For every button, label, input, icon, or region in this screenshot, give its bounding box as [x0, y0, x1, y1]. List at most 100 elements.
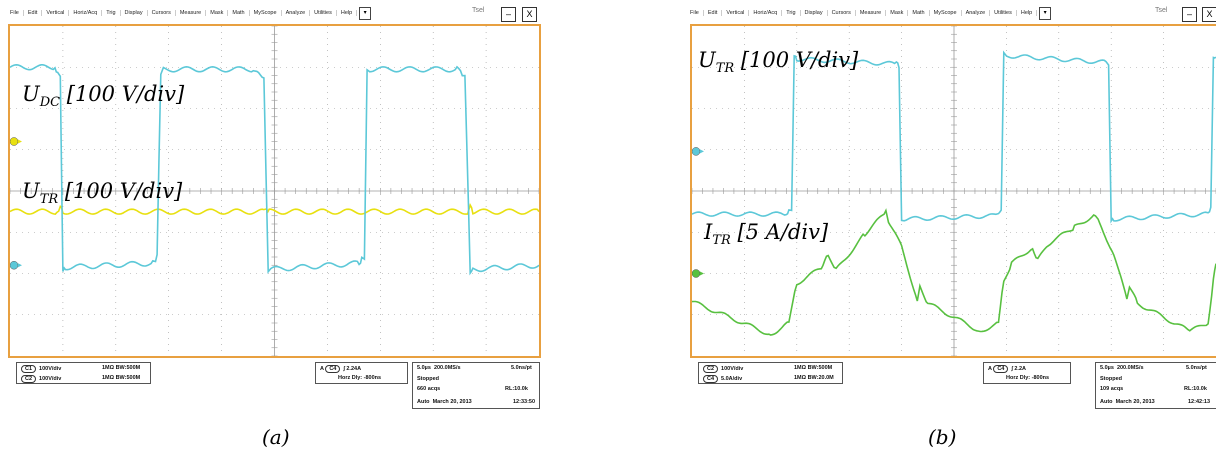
a-menu-vertical[interactable]: Vertical	[42, 10, 70, 16]
b-channel-marker-arrow-1	[700, 271, 704, 276]
b-menu-mask[interactable]: Mask	[886, 10, 909, 16]
ch1-scale-a: 100V/div	[39, 366, 62, 372]
ch2-impedance-a: 1MΩ BW:500M	[102, 375, 141, 381]
b-trace-0	[692, 50, 1216, 224]
ch1-impedance-a: 1MΩ BW:500M	[102, 365, 141, 371]
b-menu-utilities[interactable]: Utilities	[990, 10, 1017, 16]
record-length-a: RL:10.0k	[505, 386, 528, 392]
scope-screen-b: UTR [100 V/div] ITR [5 A/div]	[690, 24, 1216, 358]
time-a: 12:33:50	[513, 399, 536, 405]
a-channel-marker-arrow-1	[18, 263, 22, 268]
a-menu-file[interactable]: File	[6, 10, 24, 16]
b-menu-analyze[interactable]: Analyze	[962, 10, 991, 16]
a-trace-1	[10, 63, 539, 276]
trig-ch-a: C4	[325, 365, 341, 373]
a-menu-edit[interactable]: Edit	[24, 10, 43, 16]
b-menu-measure[interactable]: Measure	[856, 10, 887, 16]
horz-delay-b: Horz Dly: -800ns	[1006, 375, 1050, 381]
b-channel-marker-1	[692, 269, 701, 278]
trig-level-b: ∫ 2.2A	[1011, 366, 1026, 372]
samplerate-a: 200.0MS/s	[433, 365, 461, 371]
record-length-b: RL:10.0k	[1184, 386, 1207, 392]
close-button-b[interactable]: X	[1202, 7, 1216, 22]
a-menu-measure[interactable]: Measure	[176, 10, 207, 16]
trig-mode-a: A	[320, 366, 324, 372]
date-a: March 20, 2013	[432, 399, 472, 405]
ch2-tag-b: C4	[703, 375, 719, 383]
trig-ch-b: C4	[993, 365, 1009, 373]
udc-label: UDC [100 V/div]	[22, 82, 185, 111]
a-menu-math[interactable]: Math	[228, 10, 250, 16]
ch2-tag-a: C2	[21, 375, 37, 383]
minimize-button-a[interactable]: –	[501, 7, 516, 22]
b-menu-help[interactable]: Help	[1017, 10, 1038, 16]
a-menu-myscope[interactable]: MyScope	[250, 10, 282, 16]
acq-state-b: Stopped	[1100, 376, 1122, 382]
close-button-a[interactable]: X	[522, 7, 537, 22]
a-channel-marker-arrow-0	[18, 139, 22, 144]
horz-delay-a: Horz Dly: -800ns	[338, 375, 382, 381]
trigger-info-box-a[interactable]: A C4 ∫ 2.24A Horz Dly: -800ns	[315, 362, 408, 384]
a-menu-trig[interactable]: Trig	[102, 10, 121, 16]
a-menu-help[interactable]: Help	[337, 10, 358, 16]
time-b: 12:42:13	[1188, 399, 1211, 405]
itr-label: ITR [5 A/div]	[704, 220, 829, 249]
b-menu-file[interactable]: File	[686, 10, 704, 16]
acquisition-info-box-b[interactable]: 5.0µs 200.0MS/s 5.0ns/pt Stopped 109 acq…	[1095, 362, 1216, 409]
scope-panel-b: File Edit Vertical Horiz/Acq Trig Display Curs…	[680, 0, 1216, 453]
a-menu-mask[interactable]: Mask	[206, 10, 229, 16]
a-menu-cursors[interactable]: Cursors	[148, 10, 176, 16]
b-menu-horizacq[interactable]: Horiz/Acq	[749, 10, 783, 16]
scope-screen-a: UDC [100 V/div] UTR [100 V/div]	[8, 24, 541, 358]
ch1-tag-b: C2	[703, 365, 719, 373]
date-b: March 20, 2013	[1115, 399, 1155, 405]
b-menu-display[interactable]: Display	[801, 10, 828, 16]
b-menu-cursors[interactable]: Cursors	[828, 10, 856, 16]
waveform-plot-a	[10, 26, 539, 356]
trig-level-a: ∫ 2.24A	[343, 366, 362, 372]
a-menu-analyze[interactable]: Analyze	[282, 10, 311, 16]
a-menu-dropdown-icon[interactable]: ▾	[359, 6, 372, 20]
acquisition-info-box-a[interactable]: 5.0µs 200.0MS/s 5.0ns/pt Stopped 660 acq…	[412, 362, 540, 409]
menu-bar-a: File Edit Vertical Horiz/Acq Trig Display Curs…	[6, 5, 372, 21]
ch1-impedance-b: 1MΩ BW:500M	[794, 365, 833, 371]
scope-panel-a: File Edit Vertical Horiz/Acq Trig Display Curs…	[0, 0, 545, 453]
caption-b: (b)	[928, 425, 957, 449]
channel-info-box-b[interactable]: C2 100V/div C4 5.0A/div 1MΩ BW:500M 1MΩ BW…	[698, 362, 843, 384]
a-channel-marker-0	[10, 137, 19, 146]
acq-state-a: Stopped	[417, 376, 439, 382]
utr-label-b: UTR [100 V/div]	[698, 48, 859, 77]
trig-auto-b: Auto	[1100, 399, 1113, 405]
waveform-plot-b	[692, 26, 1216, 356]
b-menu-trig[interactable]: Trig	[782, 10, 801, 16]
trigger-info-box-b[interactable]: A C4 ∫ 2.2A Horz Dly: -800ns	[983, 362, 1071, 384]
ch1-tag-a: C1	[21, 365, 37, 373]
b-trace-1	[692, 208, 1216, 336]
timebase-a: 5.0µs	[417, 365, 431, 371]
timebase-b: 5.0µs	[1100, 365, 1114, 371]
b-menu-vertical[interactable]: Vertical	[722, 10, 750, 16]
minimize-button-b[interactable]: –	[1182, 7, 1197, 22]
channel-info-box-a[interactable]: C1 100V/div C2 100V/div 1MΩ BW:500M 1MΩ BW…	[16, 362, 151, 384]
b-channel-marker-arrow-0	[700, 149, 704, 154]
ch2-scale-a: 100V/div	[39, 376, 62, 382]
b-menu-math[interactable]: Math	[908, 10, 930, 16]
a-trace-0	[10, 202, 539, 215]
tsel-label-a: Tsel	[472, 7, 485, 14]
ch2-scale-b: 5.0A/div	[721, 376, 743, 382]
trig-auto-a: Auto	[417, 399, 430, 405]
b-menu-edit[interactable]: Edit	[704, 10, 723, 16]
b-menu-dropdown-icon[interactable]: ▾	[1039, 6, 1052, 20]
b-menu-myscope[interactable]: MyScope	[930, 10, 962, 16]
a-menu-utilities[interactable]: Utilities	[310, 10, 337, 16]
tsel-label-b: Tsel	[1155, 7, 1168, 14]
a-menu-display[interactable]: Display	[121, 10, 148, 16]
a-channel-marker-1	[10, 261, 19, 270]
trig-mode-b: A	[988, 366, 992, 372]
a-menu-horizacq[interactable]: Horiz/Acq	[69, 10, 103, 16]
menu-bar-b: File Edit Vertical Horiz/Acq Trig Display Curs…	[686, 5, 1052, 21]
acq-count-a: 660 acqs	[417, 386, 441, 392]
ch1-scale-b: 100V/div	[721, 366, 744, 372]
caption-a: (a)	[262, 425, 290, 449]
ns-per-pt-b: 5.0ns/pt	[1186, 365, 1207, 371]
